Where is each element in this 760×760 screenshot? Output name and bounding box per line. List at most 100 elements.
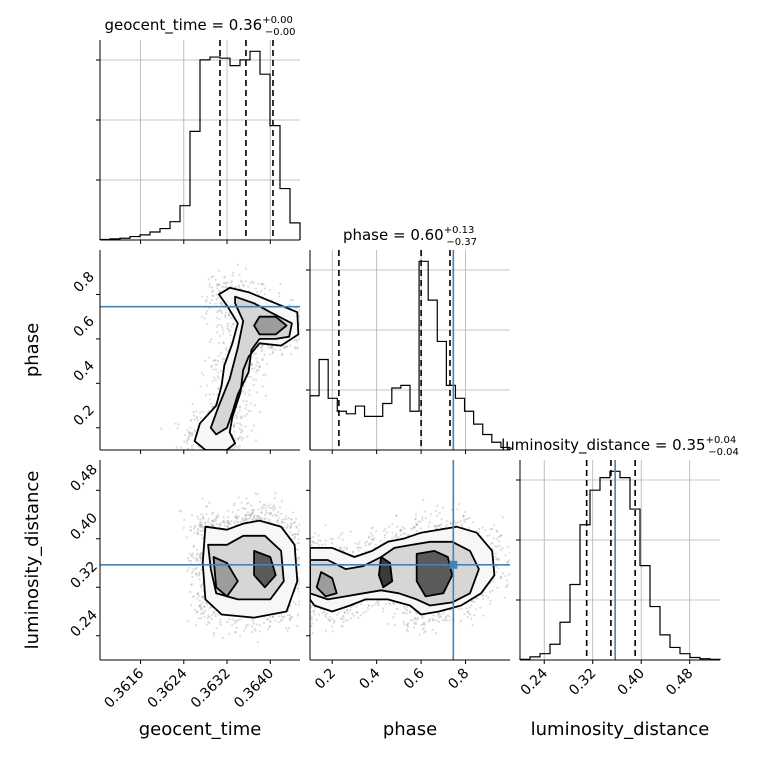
sample-point: [264, 511, 268, 515]
sample-point: [215, 282, 218, 286]
sample-point: [467, 612, 471, 615]
sample-point: [345, 546, 348, 549]
sample-point: [444, 615, 448, 618]
sample-point: [259, 516, 262, 519]
sample-point: [399, 530, 402, 533]
sample-point: [200, 568, 203, 571]
sample-point: [225, 346, 228, 350]
sample-point: [439, 615, 443, 618]
sample-point: [276, 519, 279, 523]
sample-point: [497, 557, 501, 560]
sample-point: [457, 520, 460, 524]
sample-point: [227, 313, 231, 316]
sample-point: [247, 375, 250, 378]
sample-point: [242, 284, 246, 287]
sample-point: [249, 375, 252, 378]
sample-point: [221, 303, 224, 306]
sample-point: [506, 561, 509, 564]
sample-point: [192, 595, 195, 598]
sample-point: [185, 536, 188, 539]
sample-point: [301, 535, 303, 537]
sample-point: [317, 539, 320, 542]
sample-point: [250, 363, 254, 366]
sample-point: [206, 322, 209, 326]
sample-point: [262, 506, 265, 509]
sample-point: [255, 357, 258, 360]
sample-point: [296, 612, 299, 615]
sample-point: [227, 522, 230, 525]
sample-point: [252, 510, 255, 514]
sample-point: [501, 516, 504, 519]
sample-point: [382, 529, 385, 533]
sample-point: [262, 503, 265, 506]
sample-point: [310, 314, 312, 316]
sample-point: [301, 543, 303, 545]
sample-point: [432, 618, 436, 621]
sample-point: [365, 610, 368, 613]
sample-point: [339, 533, 342, 536]
sample-point: [218, 318, 221, 321]
sample-point: [213, 518, 217, 521]
sample-point: [243, 462, 245, 464]
sample-point: [187, 437, 190, 440]
x-tick-label: 0.48: [663, 666, 696, 699]
sample-point: [267, 344, 270, 348]
sample-point: [307, 331, 309, 333]
sample-point: [222, 516, 225, 519]
sample-point: [312, 610, 315, 614]
sample-point: [395, 536, 398, 539]
sample-point: [245, 517, 248, 521]
sample-point: [210, 338, 213, 341]
sample-point: [497, 558, 500, 562]
sample-point: [303, 315, 305, 317]
sample-point: [211, 613, 214, 616]
sample-point: [217, 387, 220, 390]
sample-point: [195, 574, 199, 577]
sample-point: [358, 540, 361, 543]
sample-point: [222, 285, 226, 289]
sample-point: [208, 393, 211, 397]
sample-point: [213, 402, 217, 406]
sample-point: [197, 518, 200, 521]
sample-point: [330, 542, 334, 545]
sample-point: [304, 585, 306, 587]
sample-point: [180, 510, 183, 513]
sample-point: [413, 622, 416, 625]
sample-point: [482, 614, 485, 617]
sample-point: [340, 625, 343, 628]
sample-point: [186, 456, 188, 458]
sample-point: [375, 530, 378, 533]
sample-point: [251, 367, 254, 371]
sample-point: [299, 581, 300, 584]
sample-point: [438, 511, 441, 514]
sample-point: [345, 548, 348, 551]
sample-point: [440, 523, 443, 526]
sample-point: [187, 557, 190, 560]
sample-point: [267, 512, 270, 515]
sample-point: [197, 445, 200, 448]
sample-point: [195, 611, 199, 614]
sample-point: [201, 601, 204, 604]
sample-point: [312, 339, 314, 341]
sample-point: [305, 544, 307, 546]
sample-point: [199, 385, 202, 388]
sample-point: [199, 612, 202, 615]
sample-point: [304, 602, 306, 604]
sample-point: [290, 615, 293, 619]
contour-line: [315, 571, 338, 598]
sample-point: [242, 452, 244, 454]
sample-point: [258, 630, 261, 633]
sample-point: [252, 353, 255, 356]
sample-point: [189, 559, 192, 563]
sample-point: [229, 522, 232, 526]
sample-point: [273, 496, 276, 500]
sample-point: [199, 526, 203, 529]
sample-point: [202, 374, 205, 377]
sample-point: [201, 497, 204, 500]
sample-point: [387, 525, 391, 528]
sample-point: [200, 583, 204, 586]
title-main: geocent_time = 0.36: [105, 16, 263, 35]
sample-point: [244, 407, 247, 410]
sample-point: [263, 518, 266, 521]
sample-point: [288, 617, 291, 620]
